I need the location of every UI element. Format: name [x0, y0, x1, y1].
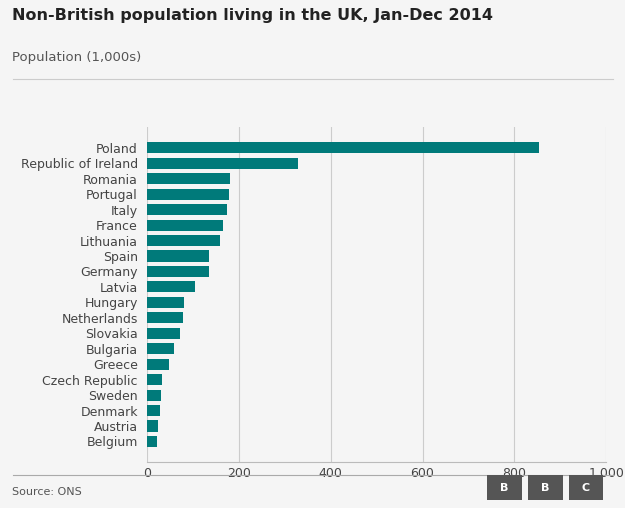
Bar: [147, 142, 539, 153]
Bar: [147, 266, 209, 277]
Text: Source: ONS: Source: ONS: [12, 487, 82, 497]
Bar: [147, 235, 221, 246]
Bar: [147, 173, 229, 184]
Bar: [147, 421, 158, 432]
Bar: [147, 390, 161, 401]
Text: Population (1,000s): Population (1,000s): [12, 51, 142, 64]
Text: C: C: [582, 483, 590, 493]
Bar: [147, 219, 222, 231]
Bar: [147, 250, 209, 262]
Bar: [147, 281, 195, 293]
Bar: [147, 328, 180, 339]
Bar: [147, 343, 174, 354]
Text: Non-British population living in the UK, Jan-Dec 2014: Non-British population living in the UK,…: [12, 8, 494, 23]
Bar: [147, 374, 162, 385]
Bar: [147, 188, 229, 200]
Bar: [147, 312, 182, 324]
Bar: [147, 297, 184, 308]
Text: B: B: [541, 483, 549, 493]
Text: B: B: [501, 483, 509, 493]
Bar: [147, 157, 299, 169]
Bar: [147, 436, 157, 447]
Bar: [147, 204, 228, 215]
Bar: [147, 405, 160, 416]
Bar: [147, 359, 169, 370]
